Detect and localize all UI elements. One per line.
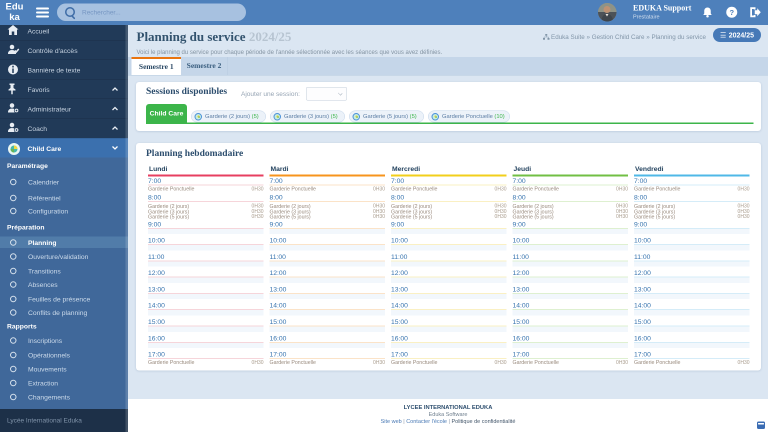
svg-text:?: ? (729, 8, 734, 17)
